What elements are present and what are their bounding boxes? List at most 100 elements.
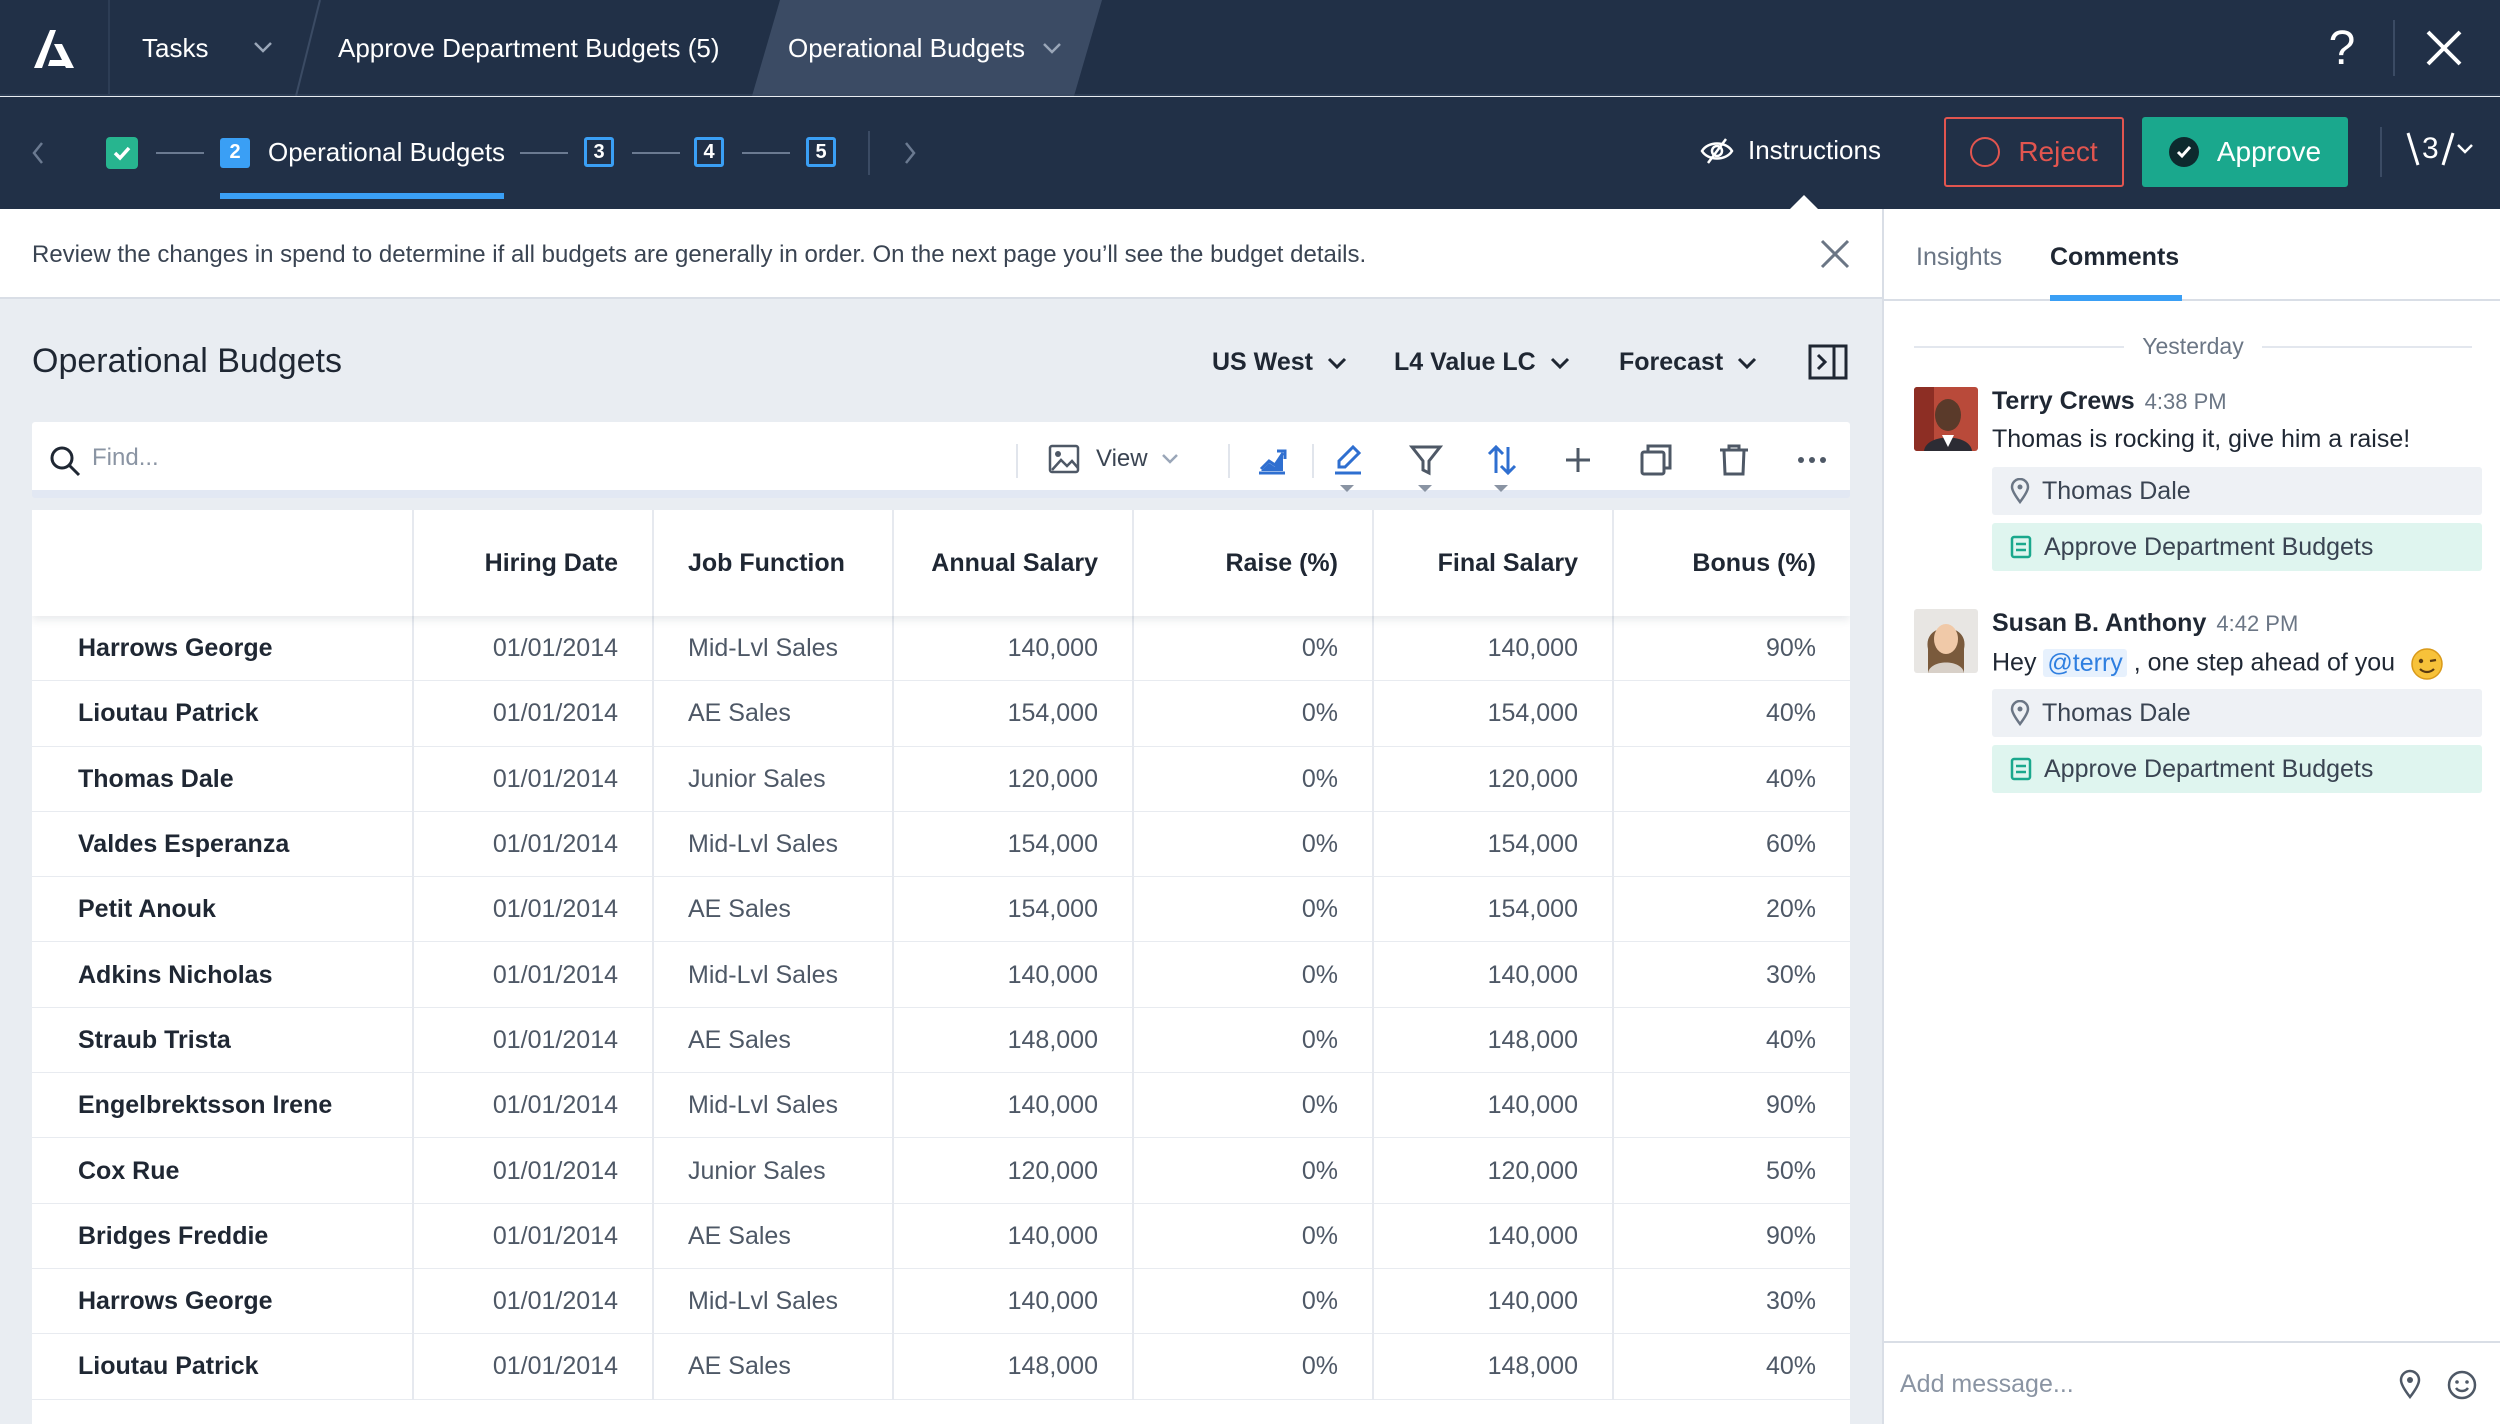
cell-hiring-date[interactable]: 01/01/2014 — [414, 616, 654, 682]
cell-final-salary[interactable]: 120,000 — [1374, 746, 1614, 812]
cell-annual-salary[interactable]: 154,000 — [894, 877, 1134, 943]
cell-name[interactable]: Valdes Esperanza — [32, 811, 414, 878]
comment-task-tag[interactable]: Approve Department Budgets — [1992, 745, 2482, 793]
cell-hiring-date[interactable]: 01/01/2014 — [414, 681, 654, 747]
cell-bonus[interactable]: 40% — [1765, 1352, 1816, 1381]
region-filter-dropdown[interactable]: US West — [1212, 348, 1349, 377]
cell-name[interactable]: Harrows George — [32, 616, 414, 682]
table-row[interactable]: Lioutau Patrick 01/01/2014 AE Sales 148,000… — [32, 1334, 1850, 1400]
cell-job-function[interactable]: Mid-Lvl Sales — [654, 942, 894, 1008]
column-header-bonus[interactable]: Bonus (%) — [1692, 548, 1816, 577]
column-header-hiring-date[interactable]: Hiring Date — [414, 510, 654, 616]
cell-job-function[interactable]: Mid-Lvl Sales — [654, 616, 894, 682]
cell-bonus[interactable]: 20% — [1765, 895, 1816, 924]
cell-name[interactable]: Bridges Freddie — [32, 1203, 414, 1269]
cell-annual-salary[interactable]: 154,000 — [894, 811, 1134, 878]
breadcrumb-tasks[interactable]: Tasks — [110, 0, 302, 96]
cell-bonus[interactable]: 60% — [1765, 830, 1816, 859]
table-row[interactable]: Bridges Freddie 01/01/2014 AE Sales 140,000… — [32, 1203, 1850, 1269]
cell-bonus[interactable]: 30% — [1765, 960, 1816, 989]
cell-raise[interactable]: 0% — [1134, 746, 1374, 812]
reject-button[interactable]: Reject — [1944, 117, 2124, 187]
column-header-annual-salary[interactable]: Annual Salary — [894, 510, 1134, 616]
chevron-left-icon[interactable] — [26, 139, 50, 167]
cell-annual-salary[interactable]: 148,000 — [894, 1334, 1134, 1400]
cell-bonus[interactable]: 90% — [1765, 1091, 1816, 1120]
cell-bonus[interactable]: 50% — [1765, 1156, 1816, 1185]
approve-button[interactable]: Approve — [2142, 117, 2348, 187]
cell-raise[interactable]: 0% — [1134, 1138, 1374, 1204]
avatar[interactable] — [1914, 609, 1978, 673]
cell-raise[interactable]: 0% — [1134, 877, 1374, 943]
emoji-icon[interactable] — [2446, 1369, 2478, 1401]
cell-hiring-date[interactable]: 01/01/2014 — [414, 1203, 654, 1269]
location-pin-icon[interactable] — [2398, 1369, 2422, 1399]
cell-raise[interactable]: 0% — [1134, 616, 1374, 682]
chart-trend-icon[interactable] — [1252, 440, 1292, 480]
cell-name[interactable]: Straub Trista — [32, 1007, 414, 1074]
table-row[interactable]: Valdes Esperanza 01/01/2014 Mid-Lvl Sales 1… — [32, 811, 1850, 878]
table-row[interactable]: Thomas Dale 01/01/2014 Junior Sales 120,000… — [32, 746, 1850, 812]
more-options-icon[interactable] — [1792, 440, 1832, 480]
cell-annual-salary[interactable]: 154,000 — [894, 681, 1134, 747]
table-row[interactable]: Harrows George 01/01/2014 Mid-Lvl Sales 140… — [32, 1268, 1850, 1335]
sort-icon[interactable] — [1482, 440, 1522, 492]
cell-name[interactable]: Petit Anouk — [32, 877, 414, 943]
step-3[interactable]: 3 — [584, 137, 614, 167]
cell-hiring-date[interactable]: 01/01/2014 — [414, 811, 654, 878]
comment-location-tag[interactable]: Thomas Dale — [1992, 467, 2482, 515]
cell-annual-salary[interactable]: 120,000 — [894, 746, 1134, 812]
cell-raise[interactable]: 0% — [1134, 1203, 1374, 1269]
cell-hiring-date[interactable]: 01/01/2014 — [414, 942, 654, 1008]
cell-job-function[interactable]: AE Sales — [654, 681, 894, 747]
cell-final-salary[interactable]: 120,000 — [1374, 1138, 1614, 1204]
edit-icon[interactable] — [1328, 440, 1368, 492]
close-icon[interactable] — [2418, 22, 2470, 74]
delete-icon[interactable] — [1714, 440, 1754, 480]
cell-annual-salary[interactable]: 140,000 — [894, 942, 1134, 1008]
duplicate-icon[interactable] — [1636, 440, 1676, 480]
cell-annual-salary[interactable]: 140,000 — [894, 1073, 1134, 1139]
cell-job-function[interactable]: AE Sales — [654, 877, 894, 943]
cell-hiring-date[interactable]: 01/01/2014 — [414, 1007, 654, 1074]
cell-final-salary[interactable]: 140,000 — [1374, 616, 1614, 682]
table-row[interactable]: Engelbrektsson Irene 01/01/2014 Mid-Lvl Sa… — [32, 1073, 1850, 1139]
cell-raise[interactable]: 0% — [1134, 1268, 1374, 1335]
column-header-job-function[interactable]: Job Function — [654, 510, 894, 616]
cell-name[interactable]: Engelbrektsson Irene — [32, 1073, 414, 1139]
view-dropdown[interactable]: View — [1048, 444, 1180, 474]
cell-hiring-date[interactable]: 01/01/2014 — [414, 877, 654, 943]
help-icon[interactable]: ? — [2328, 21, 2356, 75]
cell-raise[interactable]: 0% — [1134, 1007, 1374, 1074]
cell-annual-salary[interactable]: 140,000 — [894, 1203, 1134, 1269]
task-counter[interactable]: 3 — [2406, 129, 2475, 169]
cell-raise[interactable]: 0% — [1134, 1073, 1374, 1139]
cell-job-function[interactable]: Junior Sales — [654, 746, 894, 812]
cell-job-function[interactable]: Mid-Lvl Sales — [654, 811, 894, 878]
comment-task-tag[interactable]: Approve Department Budgets — [1992, 523, 2482, 571]
cell-final-salary[interactable]: 140,000 — [1374, 942, 1614, 1008]
cell-job-function[interactable]: Mid-Lvl Sales — [654, 1073, 894, 1139]
close-icon[interactable] — [1816, 235, 1854, 273]
cell-annual-salary[interactable]: 140,000 — [894, 1268, 1134, 1335]
cell-final-salary[interactable]: 140,000 — [1374, 1203, 1614, 1269]
cell-hiring-date[interactable]: 01/01/2014 — [414, 1138, 654, 1204]
breadcrumb-operational-budgets[interactable]: Operational Budgets — [788, 0, 1063, 96]
table-row[interactable]: Cox Rue 01/01/2014 Junior Sales 120,000 0% 12… — [32, 1138, 1850, 1204]
column-header-final-salary[interactable]: Final Salary — [1374, 510, 1614, 616]
cell-job-function[interactable]: Mid-Lvl Sales — [654, 1268, 894, 1335]
cell-raise[interactable]: 0% — [1134, 1334, 1374, 1400]
cell-final-salary[interactable]: 140,000 — [1374, 1268, 1614, 1335]
cell-job-function[interactable]: AE Sales — [654, 1334, 894, 1400]
cell-bonus[interactable]: 40% — [1765, 764, 1816, 793]
table-row[interactable]: Lioutau Patrick 01/01/2014 AE Sales 154,000… — [32, 681, 1850, 747]
column-header-name[interactable] — [32, 510, 414, 616]
cell-raise[interactable]: 0% — [1134, 811, 1374, 878]
cell-final-salary[interactable]: 148,000 — [1374, 1334, 1614, 1400]
message-input[interactable] — [1900, 1363, 2380, 1405]
mention-link[interactable]: @terry — [2043, 648, 2127, 677]
cell-bonus[interactable]: 40% — [1765, 1025, 1816, 1054]
step-5[interactable]: 5 — [806, 137, 836, 167]
column-header-raise[interactable]: Raise (%) — [1134, 510, 1374, 616]
instructions-toggle[interactable]: Instructions — [1700, 135, 1881, 166]
